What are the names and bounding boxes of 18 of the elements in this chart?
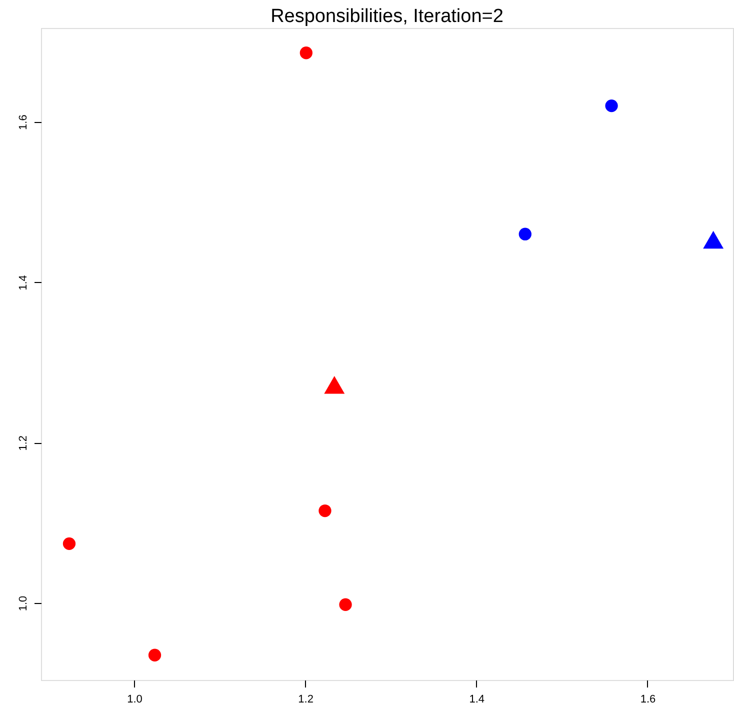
y-tick-label: 1.2: [18, 435, 30, 451]
point: [518, 228, 532, 240]
chart-title: Responsibilities, Iteration=2: [270, 6, 504, 27]
point: [62, 537, 76, 550]
point: [703, 230, 724, 249]
point: [300, 46, 312, 60]
point: [318, 504, 332, 518]
y-tick-label: 1.0: [18, 596, 30, 612]
x-tick-label: 1.2: [298, 694, 314, 706]
x-tick-label: 1.4: [469, 694, 485, 706]
point: [339, 598, 352, 611]
point: [605, 99, 618, 112]
y-tick-label: 1.6: [18, 114, 30, 130]
point: [324, 376, 345, 394]
y-tick-label: 1.4: [18, 275, 30, 290]
x-tick-label: 1.6: [640, 694, 656, 706]
x-tick-label: 1.0: [127, 694, 142, 706]
point: [148, 648, 162, 662]
